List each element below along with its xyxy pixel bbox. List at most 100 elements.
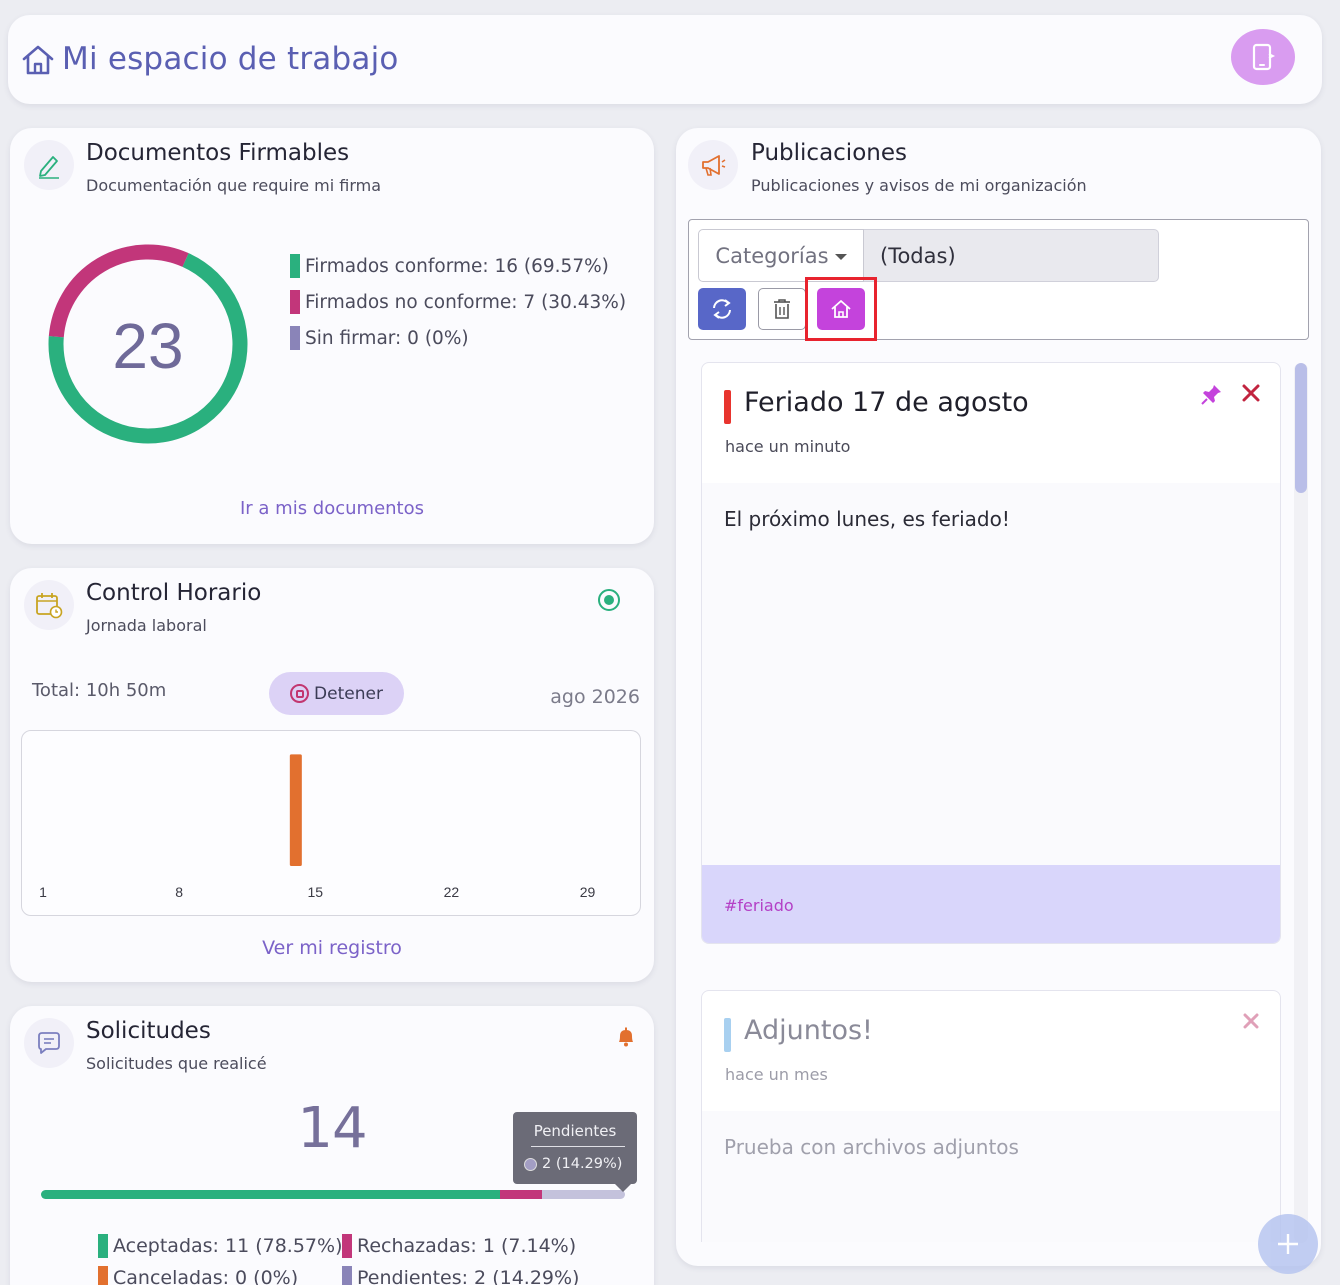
post-color-bar <box>724 1018 731 1052</box>
home-icon <box>22 45 54 75</box>
radio-target-icon[interactable] <box>597 588 621 612</box>
documents-legend: Firmados conforme: 16 (69.57%) Firmados … <box>290 248 626 356</box>
post-card[interactable]: Adjuntos! hace un mes Prueba con archivo… <box>701 990 1281 1242</box>
legend-label: Firmados no conforme: 7 (30.43%) <box>305 291 627 313</box>
post-tags: #feriado <box>702 865 1280 943</box>
card-title: Documentos Firmables <box>86 140 350 166</box>
legend-item: Pendientes: 2 (14.29%) <box>342 1262 579 1285</box>
post-time: hace un minuto <box>725 437 851 456</box>
close-icon[interactable] <box>1240 1010 1262 1032</box>
post-card[interactable]: Feriado 17 de agosto hace un minuto El p… <box>701 362 1281 944</box>
legend-label: Pendientes: 2 (14.29%) <box>357 1267 580 1285</box>
hours-bar[interactable] <box>289 754 302 866</box>
add-button[interactable] <box>1258 1214 1318 1274</box>
documents-donut-chart: 23 <box>48 244 248 444</box>
mobile-view-button[interactable] <box>1231 29 1295 85</box>
card-icon-wrap <box>688 140 738 190</box>
my-register-link[interactable]: Ver mi registro <box>262 937 402 959</box>
refresh-button[interactable] <box>698 288 746 330</box>
post-title: Feriado 17 de agosto <box>744 387 1029 418</box>
categories-dropdown[interactable]: Categorías <box>698 229 864 282</box>
bar-segment[interactable] <box>499 1190 542 1199</box>
tooltip-arrow <box>615 1184 631 1192</box>
clear-filter-button[interactable] <box>758 288 806 330</box>
pen-sign-icon <box>39 156 59 179</box>
card-icon-wrap <box>24 580 74 630</box>
categories-label: Categorías <box>715 243 829 268</box>
home-filter-button[interactable] <box>817 288 865 330</box>
legend-item: Firmados conforme: 16 (69.57%) <box>290 248 626 284</box>
legend-swatch <box>290 326 300 350</box>
legend-swatch <box>290 254 300 278</box>
legend-label: Sin firmar: 0 (0%) <box>305 327 469 349</box>
donut-segment[interactable] <box>48 253 248 444</box>
legend-swatch <box>98 1266 108 1285</box>
post-title: Adjuntos! <box>744 1015 873 1046</box>
categories-selected[interactable]: (Todas) <box>864 229 1159 282</box>
legend-swatch <box>98 1234 108 1258</box>
legend-item: Firmados no conforme: 7 (30.43%) <box>290 284 626 320</box>
bell-icon[interactable] <box>616 1026 636 1048</box>
home-icon <box>831 300 851 318</box>
donut-segment[interactable] <box>48 244 189 338</box>
bar-segment[interactable] <box>541 1190 625 1199</box>
post-body: El próximo lunes, es feriado! <box>702 483 1280 865</box>
x-tick-label: 22 <box>444 884 460 900</box>
stop-icon <box>290 684 310 703</box>
tooltip-value-row: 2 (14.29%) <box>524 1156 622 1172</box>
post-color-bar <box>724 390 731 424</box>
hours-chart-svg: 1 8 15 22 29 <box>39 754 596 900</box>
megaphone-icon <box>702 155 726 176</box>
requests-legend-left: Aceptadas: 11 (78.57%) Canceladas: 0 (0%… <box>98 1230 342 1285</box>
requests-card: Solicitudes Solicitudes que realicé 14 P… <box>10 1006 654 1285</box>
legend-label: Aceptadas: 11 (78.57%) <box>113 1235 343 1257</box>
legend-item: Rechazadas: 1 (7.14%) <box>342 1230 579 1262</box>
chart-tooltip: Pendientes 2 (14.29%) <box>513 1112 637 1192</box>
legend-item: Canceladas: 0 (0%) <box>98 1262 342 1285</box>
tooltip-value: 2 (14.29%) <box>542 1156 623 1172</box>
my-documents-link[interactable]: Ir a mis documentos <box>239 498 425 519</box>
post-header: Adjuntos! hace un mes <box>702 991 1280 1111</box>
tooltip-title: Pendientes <box>533 1122 617 1140</box>
stop-button[interactable]: Detener <box>269 672 404 715</box>
page-header: Mi espacio de trabajo <box>8 15 1322 104</box>
post-time: hace un mes <box>725 1065 828 1084</box>
post-header: Feriado 17 de agosto hace un minuto <box>702 363 1280 483</box>
mobile-device-icon <box>1252 43 1276 71</box>
legend-label: Canceladas: 0 (0%) <box>113 1267 299 1285</box>
post-tag[interactable]: #feriado <box>724 895 794 915</box>
hours-chart: 1 8 15 22 29 <box>21 730 641 916</box>
publications-filter: Categorías (Todas) <box>688 219 1309 341</box>
card-subtitle: Documentación que require mi firma <box>86 176 382 195</box>
bar-segment[interactable] <box>41 1190 500 1199</box>
card-title: Publicaciones <box>751 140 907 166</box>
card-subtitle: Solicitudes que realicé <box>86 1054 267 1073</box>
calendar-clock-icon <box>36 593 63 619</box>
card-title: Solicitudes <box>86 1018 211 1044</box>
close-icon[interactable] <box>1240 382 1262 404</box>
x-tick-label: 1 <box>39 884 47 900</box>
scrollbar-thumb[interactable] <box>1295 363 1307 493</box>
legend-label: Rechazadas: 1 (7.14%) <box>357 1235 577 1257</box>
caret-down-icon <box>834 253 847 260</box>
documents-card: Documentos Firmables Documentación que r… <box>10 128 654 544</box>
pin-icon[interactable] <box>1200 382 1224 406</box>
plus-icon <box>1278 1234 1298 1254</box>
feed-scrollbar[interactable] <box>1294 363 1308 1243</box>
month-label: ago 2026 <box>550 686 640 708</box>
tooltip-dot <box>524 1157 537 1171</box>
card-subtitle: Jornada laboral <box>86 616 207 635</box>
card-icon-wrap <box>24 1018 74 1068</box>
x-tick-label: 29 <box>580 884 596 900</box>
stop-button-label: Detener <box>314 683 383 704</box>
requests-stacked-bar <box>41 1190 625 1199</box>
card-icon-wrap <box>24 140 74 190</box>
page-title: Mi espacio de trabajo <box>62 41 399 77</box>
requests-total: 14 <box>297 1096 367 1161</box>
requests-legend-right: Rechazadas: 1 (7.14%) Pendientes: 2 (14.… <box>342 1230 579 1285</box>
chat-bubble-icon <box>38 1032 60 1054</box>
x-tick-label: 8 <box>175 884 183 900</box>
legend-label: Firmados conforme: 16 (69.57%) <box>305 255 609 277</box>
documents-total: 23 <box>112 310 183 382</box>
highlight-box <box>805 277 877 341</box>
